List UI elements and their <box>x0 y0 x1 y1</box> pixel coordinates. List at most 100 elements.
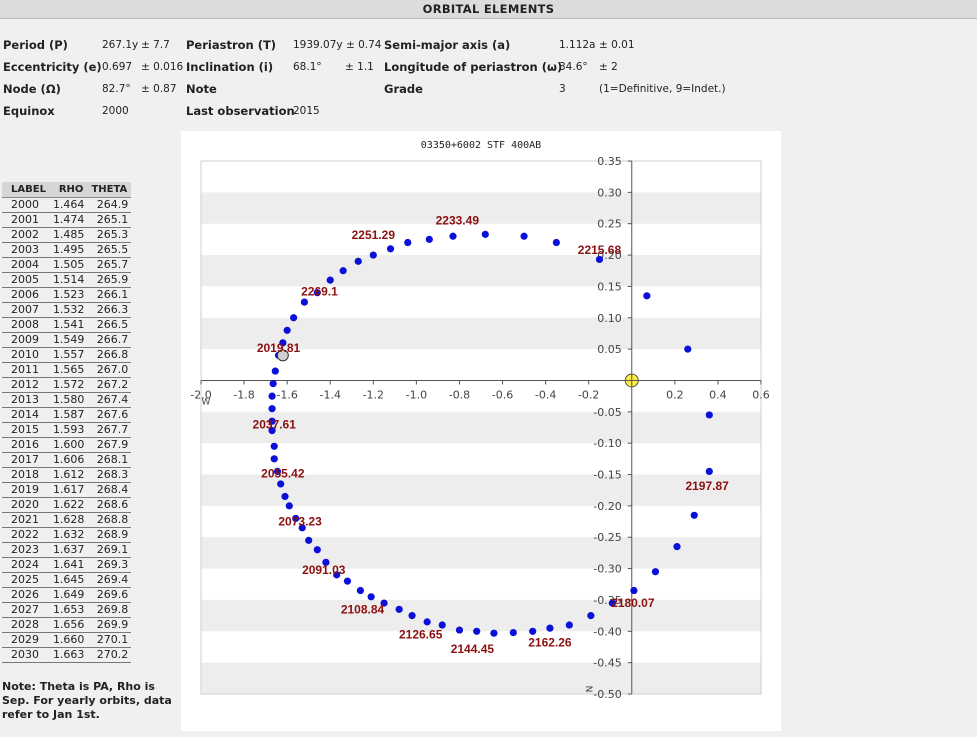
epoch-label: 2126.65 <box>399 627 443 641</box>
table-row: 2024 1.641 269.3 <box>2 557 132 573</box>
orbit-point <box>546 624 554 632</box>
orbit-plot-svg: 03350+6002 STF 400AB -2.0 -1.8 -1.6 -1.4 -1.2… <box>190 140 770 701</box>
cell-rho: 1.593 <box>49 422 88 438</box>
orbit-point <box>369 251 377 259</box>
x-tick-label: 0.6 <box>752 388 770 401</box>
note-label: Note <box>186 82 217 96</box>
y-tick-label: -0.10 <box>593 437 621 450</box>
y-tick-label: 0.05 <box>597 343 622 356</box>
cell-theta: 266.7 <box>87 332 132 348</box>
x-tick-label: 0.4 <box>709 388 727 401</box>
orbit-point <box>285 502 293 510</box>
cell-rho: 1.653 <box>49 602 88 618</box>
x-tick-label: -0.4 <box>535 388 556 401</box>
orbit-point <box>313 289 321 297</box>
table-row: 2015 1.593 267.7 <box>2 422 132 438</box>
table-row: 2002 1.485 265.3 <box>2 227 132 243</box>
cell-theta: 265.7 <box>87 257 132 273</box>
table-row: 2023 1.637 269.1 <box>2 542 132 558</box>
cell-rho: 1.565 <box>49 362 88 378</box>
longitude-error: ± 2 <box>599 61 618 73</box>
orbit-point <box>268 405 276 413</box>
epoch-label: 2269.1 <box>301 284 338 298</box>
cell-rho: 1.572 <box>49 377 88 393</box>
table-row: 2011 1.565 267.0 <box>2 362 132 378</box>
cell-label: 2009 <box>2 332 50 348</box>
cell-label: 2003 <box>2 242 50 258</box>
table-row: 2007 1.532 266.3 <box>2 302 132 318</box>
orbit-point <box>270 455 278 463</box>
y-tick-label: -0.30 <box>593 563 621 576</box>
orbit-point <box>705 467 713 475</box>
orbit-point <box>520 232 528 240</box>
orbit-point <box>490 629 498 637</box>
grid-band <box>201 192 761 224</box>
cell-rho: 1.505 <box>49 257 88 273</box>
orbit-point <box>292 514 300 523</box>
epoch-label: 2073.23 <box>278 515 322 529</box>
grid-band <box>201 317 761 350</box>
cell-label: 2027 <box>2 602 50 618</box>
cell-label: 2020 <box>2 497 50 513</box>
orbit-point <box>509 628 517 637</box>
y-tick-label: -0.05 <box>593 406 621 419</box>
eccentricity-value: 0.697 <box>102 61 133 73</box>
semimajor-label: Semi-major axis (a) <box>384 38 511 52</box>
plot-border <box>200 160 762 695</box>
cell-rho: 1.495 <box>49 242 88 258</box>
grade-description: (1=Definitive, 9=Indet.) <box>599 83 726 95</box>
cell-label: 2025 <box>2 572 50 588</box>
x-tick-label: -0.2 <box>578 388 599 401</box>
y-tick-label: -0.45 <box>593 657 621 670</box>
grade-label: Grade <box>384 82 423 96</box>
cell-label: 2022 <box>2 527 50 543</box>
x-tick-label: -1.0 <box>406 388 427 401</box>
orbit-point <box>643 292 651 300</box>
grid-band <box>201 411 761 444</box>
semimajor-error: ± 0.01 <box>599 39 635 51</box>
orbit-point <box>529 627 537 635</box>
cell-rho: 1.580 <box>49 392 88 408</box>
eccentricity-label: Eccentricity (e) <box>3 60 102 74</box>
epoch-label: 2180.07 <box>611 596 655 610</box>
cell-theta: 265.1 <box>87 212 132 228</box>
table-row: 2013 1.580 267.4 <box>2 392 132 408</box>
table-row: 2028 1.656 269.9 <box>2 617 132 633</box>
cell-theta: 265.3 <box>87 227 132 243</box>
cell-rho: 1.663 <box>49 647 88 663</box>
ephemeris-table: LABEL RHO THETA 2000 1.464 264.9 2001 1.474 2… <box>2 182 132 663</box>
epoch-label: 2055.42 <box>261 466 305 480</box>
cell-theta: 266.3 <box>87 302 132 318</box>
y-tick-label: -0.50 <box>593 688 621 701</box>
table-row: 2014 1.587 267.6 <box>2 407 132 423</box>
node-label: Node (Ω) <box>3 82 61 96</box>
y-tick-label: 0.15 <box>597 280 622 293</box>
cell-theta: 269.8 <box>87 602 132 618</box>
last-observation-value: 2015 <box>293 105 320 117</box>
cell-rho: 1.606 <box>49 452 88 468</box>
table-row: 2020 1.622 268.6 <box>2 497 132 513</box>
grid-band <box>201 662 761 694</box>
cell-label: 2014 <box>2 407 50 423</box>
orbit-point <box>395 605 403 613</box>
equinox-label: Equinox <box>3 104 55 118</box>
orbital-elements-title: ORBITAL ELEMENTS <box>0 0 977 19</box>
orbit-point <box>473 627 481 635</box>
cell-label: 2021 <box>2 512 50 528</box>
cell-theta: 269.9 <box>87 617 132 633</box>
inclination-error: ± 1.1 <box>345 61 374 73</box>
y-tick-label: -0.15 <box>593 469 621 482</box>
orbit-point <box>438 621 446 629</box>
cell-theta: 269.6 <box>87 587 132 603</box>
epoch-label: 2233.49 <box>436 214 480 228</box>
cell-label: 2024 <box>2 557 50 573</box>
cell-theta: 267.7 <box>87 422 132 438</box>
cell-label: 2000 <box>2 197 50 213</box>
orbit-point <box>552 238 560 247</box>
orbit-point <box>423 618 431 626</box>
cell-label: 2004 <box>2 257 50 273</box>
table-row: 2025 1.645 269.4 <box>2 572 132 588</box>
orbit-point <box>367 593 375 601</box>
periastron-label: Periastron (T) <box>186 38 277 52</box>
table-row: 2030 1.663 270.2 <box>2 647 132 663</box>
